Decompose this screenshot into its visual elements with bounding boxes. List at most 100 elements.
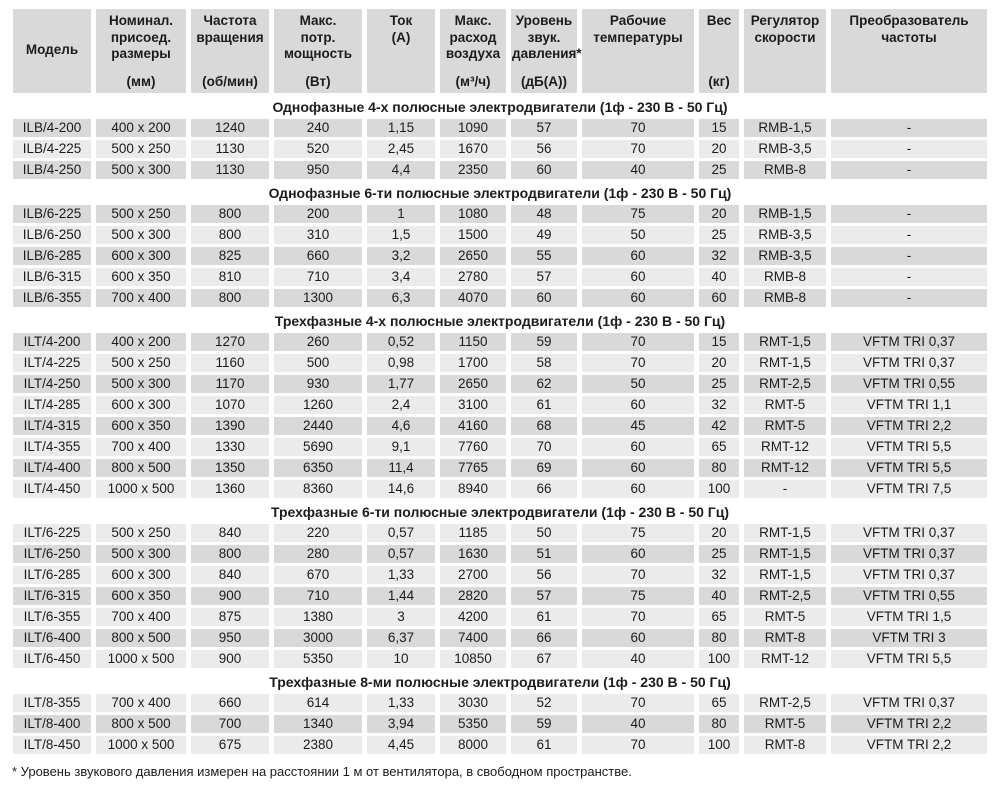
col-header-dims: Номинал. присоед. размеры (мм): [96, 9, 186, 93]
cell-current: 1: [367, 205, 435, 223]
cell-current: 1,33: [367, 694, 435, 712]
cell-model: ILB/4-250: [13, 161, 91, 179]
cell-regulator: RMB-8: [744, 289, 826, 307]
cell-current: 9,1: [367, 438, 435, 456]
cell-regulator: -: [744, 480, 826, 498]
cell-sound: 56: [511, 140, 577, 158]
cell-airflow: 1630: [440, 545, 506, 563]
cell-rpm: 900: [191, 650, 269, 668]
cell-converter: VFTM TRI 1,5: [831, 608, 987, 626]
section-title-row: Трехфазные 6-ти полюсные электродвигател…: [13, 501, 987, 521]
cell-dims: 600 x 350: [96, 268, 186, 286]
cell-sound: 60: [511, 289, 577, 307]
cell-model: ILB/6-315: [13, 268, 91, 286]
col-header-label: Макс. потр. мощность: [283, 13, 353, 61]
cell-dims: 600 x 350: [96, 417, 186, 435]
col-header-label: Уровень звук. давления*: [512, 13, 582, 61]
cell-sound: 61: [511, 608, 577, 626]
cell-regulator: RMT-5: [744, 608, 826, 626]
cell-temp: 75: [582, 524, 694, 542]
cell-rpm: 875: [191, 608, 269, 626]
cell-regulator: RMB-1,5: [744, 119, 826, 137]
cell-weight: 60: [699, 289, 739, 307]
cell-regulator: RMT-12: [744, 459, 826, 477]
cell-airflow: 1080: [440, 205, 506, 223]
cell-rpm: 825: [191, 247, 269, 265]
cell-dims: 500 x 300: [96, 161, 186, 179]
cell-power: 2380: [274, 736, 362, 754]
cell-model: ILT/4-200: [13, 333, 91, 351]
cell-dims: 700 x 400: [96, 608, 186, 626]
cell-weight: 80: [699, 715, 739, 733]
cell-power: 520: [274, 140, 362, 158]
cell-temp: 60: [582, 247, 694, 265]
cell-rpm: 1240: [191, 119, 269, 137]
table-row: ILT/8-355 700 x 400 660 614 1,33 3030 52 70 65 RM…: [13, 694, 987, 712]
cell-model: ILB/4-225: [13, 140, 91, 158]
cell-temp: 45: [582, 417, 694, 435]
cell-rpm: 800: [191, 205, 269, 223]
cell-weight: 20: [699, 354, 739, 372]
cell-converter: VFTM TRI 5,5: [831, 650, 987, 668]
table-row: ILT/6-250 500 x 300 800 280 0,57 1630 51 60 25 RM…: [13, 545, 987, 563]
cell-rpm: 1360: [191, 480, 269, 498]
cell-dims: 500 x 250: [96, 524, 186, 542]
cell-temp: 70: [582, 736, 694, 754]
cell-rpm: 1160: [191, 354, 269, 372]
cell-weight: 20: [699, 140, 739, 158]
cell-converter: VFTM TRI 0,55: [831, 587, 987, 605]
cell-weight: 20: [699, 524, 739, 542]
cell-model: ILT/4-285: [13, 396, 91, 414]
cell-temp: 70: [582, 694, 694, 712]
col-header-current: Ток (А): [367, 9, 435, 93]
cell-model: ILB/6-355: [13, 289, 91, 307]
cell-sound: 48: [511, 205, 577, 223]
cell-sound: 62: [511, 375, 577, 393]
section-title-row: Однофазные 4-х полюсные электродвигатели…: [13, 96, 987, 116]
table-row: ILT/4-450 1000 x 500 1360 8360 14,6 8940 66 60 1…: [13, 480, 987, 498]
cell-sound: 59: [511, 333, 577, 351]
cell-rpm: 700: [191, 715, 269, 733]
col-header-label: Преобразователь частоты: [849, 13, 969, 45]
cell-model: ILT/6-225: [13, 524, 91, 542]
footnote: * Уровень звукового давления измерен на …: [12, 764, 632, 779]
cell-temp: 60: [582, 268, 694, 286]
cell-rpm: 1130: [191, 140, 269, 158]
cell-weight: 100: [699, 736, 739, 754]
cell-sound: 57: [511, 268, 577, 286]
table-row: ILB/4-250 500 x 300 1130 950 4,4 2350 60 40 25 RM…: [13, 161, 987, 179]
cell-regulator: RMB-3,5: [744, 140, 826, 158]
cell-regulator: RMB-1,5: [744, 205, 826, 223]
table-row: ILT/4-355 700 x 400 1330 5690 9,1 7760 70 60 65 R…: [13, 438, 987, 456]
cell-current: 1,15: [367, 119, 435, 137]
cell-rpm: 840: [191, 566, 269, 584]
cell-converter: -: [831, 289, 987, 307]
cell-power: 710: [274, 587, 362, 605]
section: Однофазные 4-х полюсные электродвигатели…: [13, 96, 987, 179]
col-header-unit: (мм): [126, 74, 156, 89]
cell-rpm: 810: [191, 268, 269, 286]
cell-power: 5690: [274, 438, 362, 456]
cell-model: ILT/8-450: [13, 736, 91, 754]
cell-temp: 40: [582, 650, 694, 668]
cell-current: 2,4: [367, 396, 435, 414]
table-row: ILT/4-200 400 x 200 1270 260 0,52 1150 59 70 15 R…: [13, 333, 987, 351]
cell-airflow: 2350: [440, 161, 506, 179]
cell-current: 4,6: [367, 417, 435, 435]
cell-current: 1,33: [367, 566, 435, 584]
cell-current: 0,57: [367, 524, 435, 542]
cell-airflow: 8940: [440, 480, 506, 498]
cell-temp: 75: [582, 587, 694, 605]
cell-converter: -: [831, 140, 987, 158]
cell-model: ILB/6-250: [13, 226, 91, 244]
cell-temp: 70: [582, 333, 694, 351]
cell-regulator: RMT-1,5: [744, 524, 826, 542]
cell-power: 260: [274, 333, 362, 351]
col-header-airflow: Макс. расход воздуха (м³/ч): [440, 9, 506, 93]
cell-model: ILT/8-400: [13, 715, 91, 733]
cell-current: 3,94: [367, 715, 435, 733]
cell-weight: 40: [699, 268, 739, 286]
cell-sound: 57: [511, 119, 577, 137]
col-header-label: Макс. расход воздуха: [445, 13, 501, 61]
table-row: ILT/4-225 500 x 250 1160 500 0,98 1700 58 70 20 R…: [13, 354, 987, 372]
